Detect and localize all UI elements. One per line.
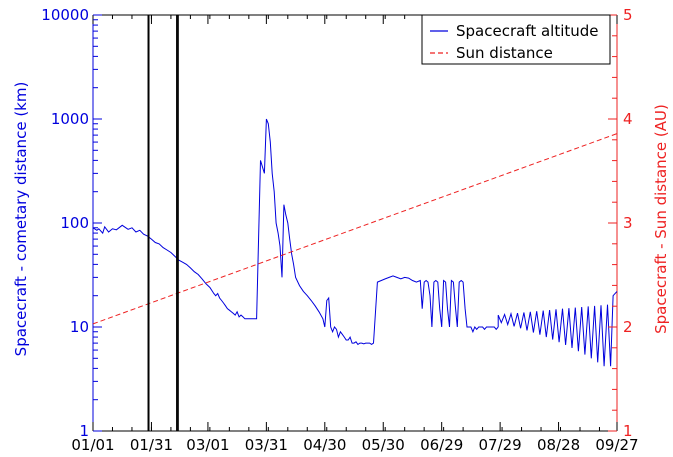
y-axis-left: 1 10 100 1000 10000 — [41, 6, 102, 440]
legend-label-sun: Sun distance — [456, 44, 553, 62]
x-tick-label: 05/30 — [362, 436, 405, 454]
y-left-tick-label: 1000 — [51, 110, 89, 128]
y-left-tick-label: 10 — [70, 318, 89, 336]
legend: Spacecraft altitude Sun distance — [421, 14, 611, 65]
series-spacecraft-altitude-oscillation — [497, 291, 618, 367]
x-tick-label: 03/01 — [186, 436, 229, 454]
x-tick-label: 08/28 — [537, 436, 580, 454]
y-right-tick-label: 2 — [623, 318, 633, 336]
y-right-tick-label: 1 — [623, 422, 633, 440]
plot-frame — [92, 14, 618, 432]
x-tick-label: 04/30 — [303, 436, 346, 454]
x-tick-label: 03/31 — [245, 436, 288, 454]
x-tick-label: 06/29 — [420, 436, 463, 454]
y-right-tick-label: 4 — [623, 110, 633, 128]
x-tick-label: 09/27 — [595, 436, 638, 454]
y-right-tick-label: 3 — [623, 214, 633, 232]
x-tick-label: 01/31 — [130, 436, 173, 454]
legend-label-altitude: Spacecraft altitude — [456, 22, 599, 40]
series-layer — [92, 118, 618, 367]
y-left-tick-label: 100 — [60, 214, 89, 232]
series-sun-distance — [92, 133, 618, 325]
y-right-tick-label: 5 — [623, 6, 633, 24]
y-axis-left-title: Spacecraft - cometary distance (km) — [12, 82, 30, 357]
x-axis: 01/01 01/31 03/01 03/31 04/30 05/30 06/29 07/29… — [71, 15, 639, 454]
series-spacecraft-altitude — [92, 118, 499, 346]
x-tick-label: 01/01 — [71, 436, 114, 454]
x-tick-label: 07/29 — [479, 436, 522, 454]
y-left-tick-label: 10000 — [41, 6, 89, 24]
y-left-tick-label: 1 — [79, 422, 89, 440]
y-axis-right-title: Spacecraft - Sun distance (AU) — [652, 104, 670, 334]
legend-box — [421, 14, 611, 65]
y-axis-right: 1 2 3 4 5 — [608, 6, 633, 440]
vertical-markers — [147, 15, 179, 431]
